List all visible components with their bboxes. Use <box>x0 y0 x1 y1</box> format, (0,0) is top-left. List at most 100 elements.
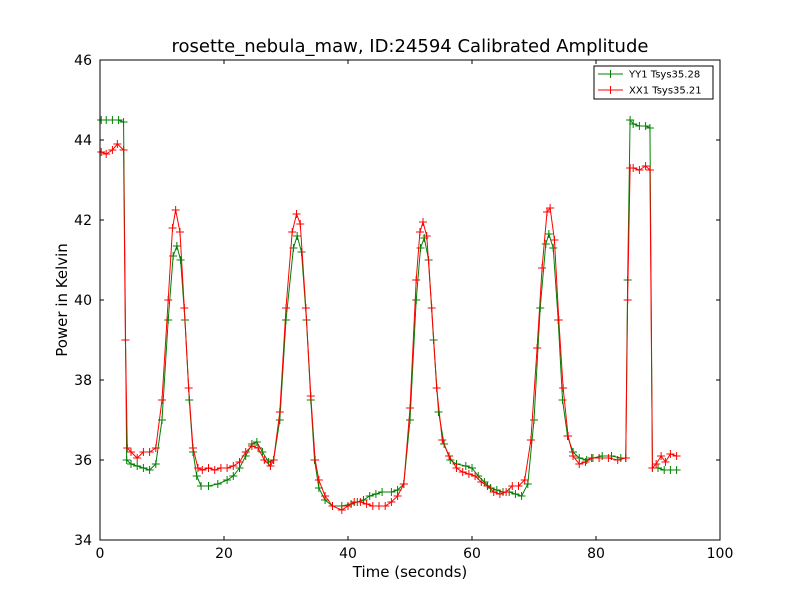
data-point-1-76 <box>520 476 529 484</box>
data-point-1-44 <box>328 502 337 510</box>
data-point-1-29 <box>247 442 256 450</box>
data-point-1-20 <box>193 464 202 472</box>
data-point-1-88 <box>581 458 590 466</box>
data-point-1-31 <box>260 456 269 464</box>
plot-area <box>97 59 721 541</box>
data-point-0-47 <box>365 492 374 500</box>
data-point-0-92 <box>629 120 638 128</box>
data-point-1-99 <box>645 166 654 174</box>
data-point-1-82 <box>550 236 559 244</box>
data-point-1-90 <box>595 454 604 462</box>
data-point-1-2 <box>108 146 117 154</box>
legend-label-xx1: XX1 Tsys35.21 <box>629 86 702 97</box>
data-point-0-24 <box>229 472 238 480</box>
data-point-1-69 <box>477 478 486 486</box>
data-point-1-23 <box>210 466 219 474</box>
data-point-1-98 <box>641 162 650 170</box>
data-point-1-92 <box>613 456 622 464</box>
data-point-1-18 <box>184 384 193 392</box>
data-point-1-52 <box>381 502 390 510</box>
legend-marker-yy1 <box>606 70 615 78</box>
y-tick-label-6: 46 <box>74 53 92 69</box>
data-point-1-104 <box>666 450 675 458</box>
data-point-1-60 <box>422 232 431 240</box>
data-point-1-3 <box>113 140 122 148</box>
data-point-1-67 <box>464 470 473 478</box>
data-point-1-55 <box>399 480 408 488</box>
data-point-0-55 <box>416 244 425 252</box>
data-point-1-28 <box>241 448 250 456</box>
data-point-0-95 <box>645 124 654 132</box>
y-tick-label-5: 44 <box>74 133 92 149</box>
x-axis-label: Time (seconds) <box>352 563 468 581</box>
data-point-0-20 <box>197 482 206 490</box>
data-point-0-3 <box>114 116 123 124</box>
data-point-1-65 <box>452 464 461 472</box>
data-point-1-19 <box>189 444 197 452</box>
data-point-0-94 <box>641 122 650 130</box>
data-point-0-8 <box>139 464 148 472</box>
data-point-1-14 <box>168 224 177 232</box>
data-point-0-63 <box>461 462 470 470</box>
legend-marker-xx1 <box>606 86 615 94</box>
data-point-0-80 <box>558 396 567 404</box>
data-point-1-33 <box>269 456 278 464</box>
data-point-1-103 <box>661 458 670 466</box>
data-point-1-59 <box>419 218 428 226</box>
data-point-1-42 <box>314 476 323 484</box>
y-axis-label: Power in Kelvin <box>53 243 71 357</box>
data-point-1-105 <box>672 452 681 460</box>
data-point-0-4 <box>119 118 128 126</box>
data-point-1-7 <box>127 448 135 456</box>
data-point-1-63 <box>438 436 447 444</box>
x-axis: 0 20 40 60 80 100 <box>96 60 733 562</box>
data-point-1-25 <box>223 464 232 472</box>
data-point-1-16 <box>175 228 184 236</box>
data-point-1-6 <box>123 444 132 452</box>
data-point-0-15 <box>176 256 185 264</box>
data-point-1-71 <box>489 488 498 496</box>
data-point-1-32 <box>266 462 275 470</box>
data-point-1-35 <box>282 304 290 312</box>
y-tick-label-3: 40 <box>74 293 92 309</box>
data-point-1-10 <box>145 448 154 456</box>
data-point-0-53 <box>406 416 414 424</box>
data-point-0-78 <box>549 244 558 252</box>
data-point-1-13 <box>164 296 173 304</box>
data-point-1-79 <box>538 264 547 272</box>
data-point-0-32 <box>275 416 284 424</box>
x-tick-label-4: 80 <box>587 546 605 562</box>
data-point-1-34 <box>275 408 284 416</box>
x-tick-label-1: 20 <box>215 546 233 562</box>
data-point-0-64 <box>468 464 476 472</box>
data-point-1-8 <box>133 454 142 462</box>
data-point-1-62 <box>432 384 441 392</box>
data-point-1-57 <box>412 276 421 284</box>
data-point-1-83 <box>554 316 563 324</box>
data-point-1-38 <box>296 220 305 228</box>
data-point-1-39 <box>301 304 310 312</box>
data-point-0-21 <box>204 482 213 490</box>
data-point-0-50 <box>387 488 396 496</box>
data-point-1-61 <box>427 304 436 312</box>
y-tick-label-4: 42 <box>74 213 92 229</box>
data-point-1-48 <box>356 498 365 506</box>
data-point-0-28 <box>252 438 261 446</box>
series-layer <box>97 116 681 514</box>
data-point-1-37 <box>292 210 301 218</box>
data-point-1-26 <box>229 462 238 470</box>
data-point-1-45 <box>337 506 346 514</box>
data-point-0-33 <box>282 316 290 324</box>
data-point-1-5 <box>121 336 130 344</box>
data-point-0-54 <box>412 296 421 304</box>
data-point-0-9 <box>145 466 154 474</box>
chart-title: rosette_nebula_maw, ID:24594 Calibrated … <box>172 36 649 57</box>
x-tick-label-0: 0 <box>96 546 105 562</box>
data-point-1-75 <box>514 482 523 490</box>
data-point-0-12 <box>164 316 173 324</box>
data-point-0-49 <box>378 488 387 496</box>
data-point-0-76 <box>541 240 550 248</box>
data-point-1-49 <box>362 500 371 508</box>
legend-box <box>593 65 714 100</box>
